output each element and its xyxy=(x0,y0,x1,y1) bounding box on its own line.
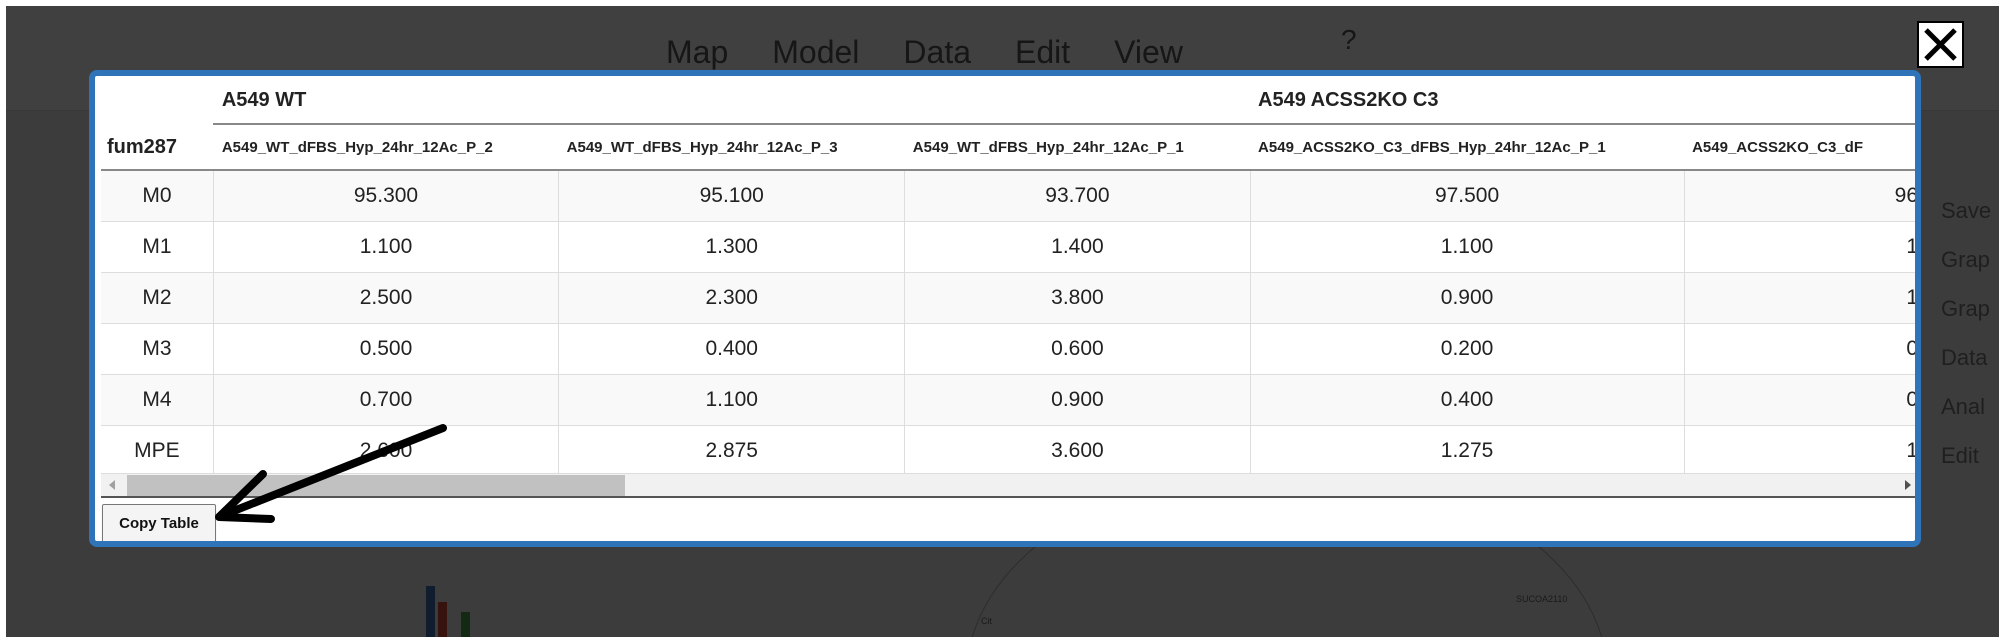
table-cell: 3.800 xyxy=(904,272,1251,324)
table-cell: 1.100 xyxy=(1250,221,1685,273)
group-header-wt: A549 WT xyxy=(213,78,1251,125)
column-header: A549_WT_dFBS_Hyp_24hr_12Ac_P_1 xyxy=(904,124,1251,171)
column-header: A549_ACSS2KO_C3_dF xyxy=(1684,124,1915,171)
table-cell: 95.300 xyxy=(213,170,560,222)
table-cell: 0.500 xyxy=(213,323,560,375)
column-header: A549_WT_dFBS_Hyp_24hr_12Ac_P_3 xyxy=(558,124,905,171)
table-cell: 1.100 xyxy=(213,221,560,273)
table-row: M0 95.300 95.100 93.700 97.500 96 xyxy=(101,170,1915,222)
table-cell: 95.100 xyxy=(558,170,906,222)
table-cell: 0 xyxy=(1684,323,1915,375)
row-label: M3 xyxy=(101,323,214,375)
group-header-acss2ko: A549 ACSS2KO C3 xyxy=(1250,78,1915,125)
column-header: A549_WT_dFBS_Hyp_24hr_12Ac_P_2 xyxy=(213,124,559,171)
table-cell: 0.900 xyxy=(904,374,1251,426)
table-row: M3 0.500 0.400 0.600 0.200 0 xyxy=(101,323,1915,375)
scrollbar-thumb[interactable] xyxy=(127,475,625,496)
row-label: M2 xyxy=(101,272,214,324)
table-cell: 1 xyxy=(1684,221,1915,273)
table-row: M4 0.700 1.100 0.900 0.400 0 xyxy=(101,374,1915,426)
copy-table-button[interactable]: Copy Table xyxy=(102,504,216,541)
table-scroll-area[interactable]: fum287 A549 WT A549 ACSS2KO C3 A549_WT_d… xyxy=(101,78,1915,473)
scroll-right-button[interactable] xyxy=(1897,474,1915,496)
mid-table: fum287 A549 WT A549 ACSS2KO C3 A549_WT_d… xyxy=(101,78,1915,473)
row-header-metabolite: fum287 xyxy=(101,78,214,171)
table-row: M1 1.100 1.300 1.400 1.100 1 xyxy=(101,221,1915,273)
triangle-right-icon xyxy=(1905,480,1911,490)
row-label: M0 xyxy=(101,170,214,222)
table-row: MPE 2.600 2.875 3.600 1.275 1 xyxy=(101,425,1915,473)
close-button[interactable] xyxy=(1917,21,1964,68)
row-label: MPE xyxy=(101,425,214,473)
table-cell: 0.400 xyxy=(558,323,906,375)
table-row: M2 2.500 2.300 3.800 0.900 1 xyxy=(101,272,1915,324)
triangle-left-icon xyxy=(109,480,115,490)
table-cell: 0.900 xyxy=(1250,272,1685,324)
table-cell: 1 xyxy=(1684,272,1915,324)
mid-table-modal: fum287 A549 WT A549 ACSS2KO C3 A549_WT_d… xyxy=(89,70,1921,547)
row-label: M1 xyxy=(101,221,214,273)
table-cell: 1.275 xyxy=(1250,425,1685,473)
column-header: A549_ACSS2KO_C3_dFBS_Hyp_24hr_12Ac_P_1 xyxy=(1250,124,1685,171)
row-label: M4 xyxy=(101,374,214,426)
table-cell: 97.500 xyxy=(1250,170,1685,222)
table-cell: 2.500 xyxy=(213,272,560,324)
close-icon xyxy=(1924,28,1957,61)
table-cell: 0.400 xyxy=(1250,374,1685,426)
table-cell: 1 xyxy=(1684,425,1915,473)
table-cell: 0.700 xyxy=(213,374,560,426)
horizontal-scrollbar[interactable] xyxy=(101,473,1915,498)
table-cell: 2.600 xyxy=(213,425,560,473)
scroll-left-button[interactable] xyxy=(101,474,123,496)
table-cell: 93.700 xyxy=(904,170,1251,222)
table-cell: 3.600 xyxy=(904,425,1251,473)
table-cell: 0.600 xyxy=(904,323,1251,375)
table-cell: 1.400 xyxy=(904,221,1251,273)
table-cell: 0 xyxy=(1684,374,1915,426)
table-cell: 1.100 xyxy=(558,374,906,426)
table-cell: 1.300 xyxy=(558,221,906,273)
table-cell: 96 xyxy=(1684,170,1915,222)
table-cell: 0.200 xyxy=(1250,323,1685,375)
table-cell: 2.300 xyxy=(558,272,906,324)
table-cell: 2.875 xyxy=(558,425,906,473)
